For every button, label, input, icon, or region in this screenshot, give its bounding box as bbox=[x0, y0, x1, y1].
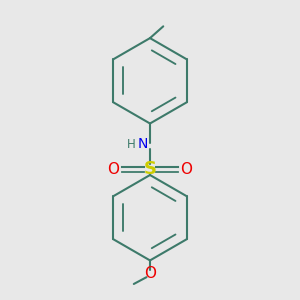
Text: N: N bbox=[137, 137, 148, 151]
Text: S: S bbox=[143, 160, 157, 178]
Text: O: O bbox=[181, 162, 193, 177]
Text: O: O bbox=[107, 162, 119, 177]
Text: O: O bbox=[144, 266, 156, 281]
Text: H: H bbox=[127, 138, 135, 151]
